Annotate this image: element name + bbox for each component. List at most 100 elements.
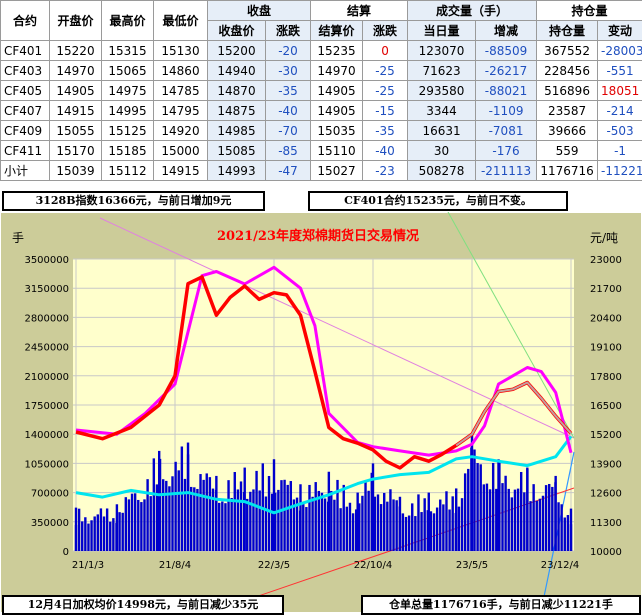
volume-bar <box>308 484 311 551</box>
cell-settle-chg: -25 <box>362 80 409 101</box>
chart-title: 2021/23年度郑棉期货日交易情况 <box>217 228 419 244</box>
x-axis-ticks: 21/1/3 21/8/4 22/3/5 22/10/4 23/5/5 23/12/4 <box>72 560 579 571</box>
cell-oi-chg: 18051 <box>597 80 642 101</box>
cell-open: 15055 <box>49 120 102 141</box>
quote-table: 合约 开盘价 最高价 最低价 收盘 结算 成交量（手） 持仓量 收盘价 涨跌 结… <box>0 0 642 181</box>
volume-bar <box>345 506 349 551</box>
volume-bar <box>171 476 174 551</box>
volume-bar <box>161 479 165 551</box>
left-tick-label: 1750000 <box>24 401 69 412</box>
volume-bar <box>442 504 445 551</box>
volume-bar <box>544 485 548 551</box>
volume-bar <box>311 496 314 551</box>
cell-close-chg: -40 <box>264 100 312 121</box>
volume-bar <box>348 502 352 551</box>
table-row: CF409 15055 15125 14920 14985 -70 15035 -35 1663… <box>0 120 642 141</box>
volume-bar <box>74 507 78 551</box>
cell-vol-chg: -1109 <box>475 100 538 121</box>
x-tick-label: 22/10/4 <box>354 560 393 571</box>
series-lines <box>75 265 573 515</box>
volume-bar <box>383 492 386 551</box>
volume-bar <box>445 491 448 551</box>
cell-vol-chg: -7081 <box>475 120 538 141</box>
volume-bar <box>370 472 373 551</box>
volume-bar <box>258 490 261 551</box>
volume-bar <box>389 489 392 551</box>
volume-bar <box>314 482 317 551</box>
cell-low: 14860 <box>153 60 208 81</box>
volume-bar <box>249 491 252 551</box>
volume-bar <box>417 494 420 551</box>
volume-bar <box>548 483 551 551</box>
left-tick-label: 1050000 <box>24 459 69 470</box>
cell-high: 14995 <box>101 100 154 121</box>
warrant-line <box>75 435 573 515</box>
cell-oi: 1176716 <box>536 160 599 181</box>
cell-low: 15130 <box>153 40 208 61</box>
right-tick-label: 11300 <box>590 518 622 529</box>
volume-bar <box>448 509 451 551</box>
table-row: CF405 14905 14975 14785 14870 -35 14905 -25 2935… <box>0 80 642 101</box>
volume-bar <box>277 489 280 551</box>
volume-bar <box>218 502 221 551</box>
volume-bar <box>149 496 152 551</box>
volume-bar <box>99 508 103 551</box>
volume-bar <box>407 515 411 551</box>
right-tick-label: 19100 <box>590 343 622 354</box>
volume-bar <box>376 494 380 551</box>
volume-bar <box>473 449 476 551</box>
volume-bar <box>482 484 486 551</box>
volume-bar <box>351 513 355 551</box>
right-axis-ticks: 23000 21700 20400 19100 17800 16500 15200 13900… <box>590 255 622 558</box>
volume-bar <box>569 508 573 551</box>
cell-oi: 559 <box>536 140 599 161</box>
volume-bar <box>183 478 187 551</box>
cell-low: 14915 <box>153 160 208 181</box>
volume-bar <box>252 489 255 551</box>
volume-bar <box>557 502 560 551</box>
cell-settle: 15235 <box>310 40 364 61</box>
price-recent-line <box>455 381 572 447</box>
x-tick-label: 22/3/5 <box>258 560 290 571</box>
cell-low: 14795 <box>153 100 208 121</box>
volume-bar <box>227 480 230 551</box>
cell-settle-chg: -40 <box>362 140 409 161</box>
volume-bar <box>507 488 510 551</box>
cell-settle-chg: -25 <box>362 60 409 81</box>
cell-vol-chg: -88021 <box>475 80 538 101</box>
volume-bar <box>497 459 500 551</box>
cell-open: 14970 <box>49 60 102 81</box>
header-oi-group: 持仓量 <box>536 0 642 21</box>
cell-high: 15112 <box>101 160 154 181</box>
cell-settle-chg: -23 <box>362 160 409 181</box>
volume-bar <box>127 499 131 551</box>
x-tick-label: 21/8/4 <box>159 560 191 571</box>
volume-bar <box>81 521 84 551</box>
volume-bar <box>112 518 115 551</box>
left-tick-label: 2800000 <box>24 313 69 324</box>
volume-bar <box>479 464 482 551</box>
volume-bar <box>560 504 563 551</box>
volume-bar <box>439 499 442 551</box>
volume-bar <box>529 501 532 551</box>
volume-bar <box>476 463 479 551</box>
header-close-chg: 涨跌 <box>264 20 312 41</box>
volume-bar <box>280 480 283 551</box>
cell-vol-chg: -176 <box>475 140 538 161</box>
volume-bar <box>243 467 246 551</box>
volume-bar <box>286 484 289 551</box>
cell-close: 15200 <box>207 40 266 61</box>
index-note: 3128B指数16366元，与前日增加9元 <box>2 191 265 211</box>
volume-bar <box>267 475 271 551</box>
volume-bar <box>152 458 156 551</box>
header-settle-group: 结算 <box>310 0 409 21</box>
volume-bar <box>146 479 149 551</box>
cell-vol: 16631 <box>407 120 477 141</box>
cell-vol: 123070 <box>407 40 477 61</box>
cell-settle: 15110 <box>310 140 364 161</box>
volume-bar <box>302 502 305 551</box>
chart: 3500000315000028000002450000210000017500… <box>1 212 641 615</box>
cell-oi-chg: -503 <box>597 120 642 141</box>
cell-settle-chg: -15 <box>362 100 409 121</box>
cell-close-chg: -30 <box>264 60 312 81</box>
